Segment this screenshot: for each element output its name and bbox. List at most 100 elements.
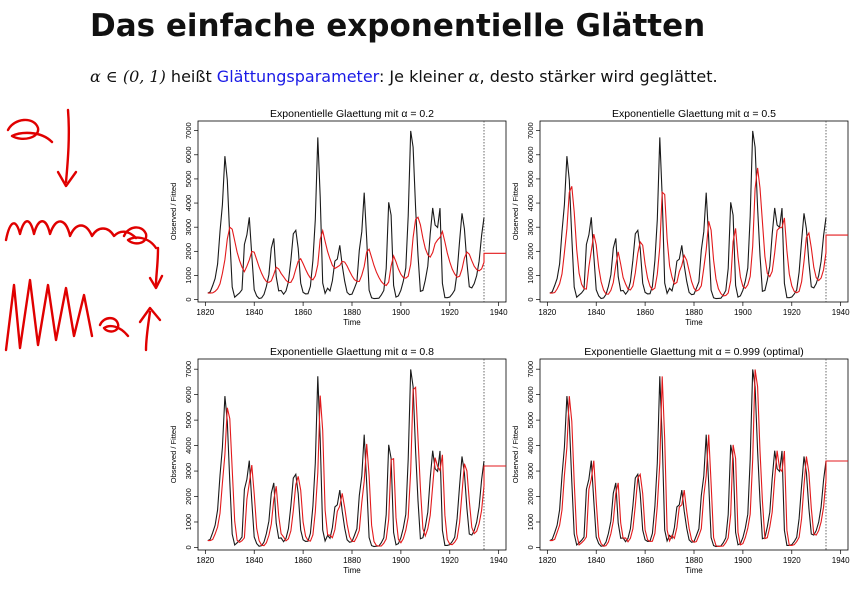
y-tick-label: 6000	[184, 146, 193, 163]
y-tick-label: 5000	[184, 412, 193, 429]
x-tick-label: 1820	[196, 308, 214, 317]
y-axis-label: Observed / Fitted	[511, 426, 520, 484]
y-tick-label: 7000	[184, 361, 193, 378]
x-tick-label: 1900	[392, 308, 410, 317]
slide-title: Das einfache exponentielle Glätten	[90, 8, 706, 44]
y-tick-label: 4000	[526, 437, 535, 454]
y-tick-label: 3000	[184, 463, 193, 480]
x-tick-label: 1940	[832, 556, 850, 565]
x-tick-label: 1840	[245, 556, 263, 565]
series-fitted-line	[549, 369, 848, 548]
ink-arrow2-head	[148, 274, 164, 290]
y-tick-label: 0	[526, 298, 535, 302]
x-tick-label: 1820	[538, 308, 556, 317]
y-tick-label: 3000	[526, 219, 535, 236]
x-tick-label: 1840	[245, 308, 263, 317]
x-tick-label: 1840	[587, 308, 605, 317]
y-tick-label: 1000	[526, 514, 535, 531]
y-tick-label: 5000	[526, 412, 535, 429]
y-tick-label: 1000	[184, 267, 193, 284]
y-tick-label: 2000	[184, 243, 193, 260]
y-axis-label: Observed / Fitted	[511, 183, 520, 241]
ink-arrow3-head	[138, 306, 162, 324]
chart-title: Exponentielle Glaettung mit α = 0.5	[612, 108, 776, 120]
y-tick-label: 4000	[526, 195, 535, 212]
y-axis-label: Observed / Fitted	[169, 183, 178, 241]
y-tick-label: 0	[184, 545, 193, 549]
y-tick-label: 3000	[526, 463, 535, 480]
y-tick-label: 4000	[184, 195, 193, 212]
glaettungsparameter-link[interactable]: Glättungsparameter	[216, 67, 379, 86]
series-fitted-line	[549, 167, 848, 297]
x-tick-label: 1880	[343, 308, 361, 317]
ink-arrow3-line	[144, 310, 152, 352]
x-tick-label: 1940	[490, 308, 508, 317]
subtitle-alpha: α	[468, 67, 480, 86]
x-tick-label: 1880	[343, 556, 361, 565]
y-tick-label: 2000	[526, 243, 535, 260]
ink-alpha-top	[6, 118, 54, 144]
ink-smooth-wave	[4, 220, 138, 242]
series-observed-line	[207, 130, 485, 300]
y-tick-label: 5000	[184, 171, 193, 188]
x-tick-label: 1820	[538, 556, 556, 565]
x-tick-label: 1860	[636, 308, 654, 317]
subtitle-text-2: : Je kleiner	[378, 67, 469, 86]
y-tick-label: 1000	[526, 267, 535, 284]
chart-alpha-0-5: Exponentielle Glaettung mit α = 0.5 0 1000…	[511, 108, 850, 327]
x-tick-label: 1860	[294, 556, 312, 565]
subtitle-text-3: , desto stärker wird geglättet.	[479, 67, 718, 86]
x-tick-label: 1920	[783, 556, 801, 565]
x-axis-label: Time	[343, 318, 361, 327]
y-tick-label: 0	[184, 298, 193, 302]
ink-arrow-head	[56, 170, 78, 188]
chart-title: Exponentielle Glaettung mit α = 0.8	[270, 346, 434, 358]
ink-jagged-wave	[4, 278, 94, 352]
x-tick-label: 1880	[685, 556, 703, 565]
subtitle-math: α ∈ (0, 1)	[90, 67, 166, 86]
y-tick-label: 7000	[184, 122, 193, 139]
x-tick-label: 1900	[734, 308, 752, 317]
x-tick-label: 1900	[734, 556, 752, 565]
subtitle-text-1: heißt	[165, 67, 217, 86]
x-tick-label: 1940	[490, 556, 508, 565]
series-fitted-line	[207, 386, 506, 547]
y-axis-label: Observed / Fitted	[169, 426, 178, 484]
ink-alpha-right	[122, 226, 158, 250]
ink-arrow2-line	[154, 246, 160, 287]
y-tick-label: 3000	[184, 219, 193, 236]
ink-alpha-small	[98, 316, 130, 338]
ink-arrow-line	[64, 108, 71, 184]
y-tick-label: 2000	[526, 488, 535, 505]
series-fitted-line	[207, 216, 506, 294]
y-tick-label: 6000	[526, 146, 535, 163]
y-tick-label: 0	[526, 545, 535, 549]
chart-alpha-0-999: Exponentielle Glaettung mit α = 0.999 (o…	[511, 346, 850, 575]
x-tick-label: 1920	[441, 556, 459, 565]
x-tick-label: 1860	[294, 308, 312, 317]
x-tick-label: 1900	[392, 556, 410, 565]
x-tick-label: 1820	[196, 556, 214, 565]
subtitle: α ∈ (0, 1) heißt Glättungsparameter: Je …	[90, 67, 718, 86]
x-tick-label: 1840	[587, 556, 605, 565]
y-tick-label: 7000	[526, 122, 535, 139]
y-tick-label: 4000	[184, 437, 193, 454]
x-axis-label: Time	[343, 566, 361, 575]
chart-title: Exponentielle Glaettung mit α = 0.2	[270, 108, 434, 120]
x-axis-label: Time	[685, 566, 703, 575]
x-tick-label: 1860	[636, 556, 654, 565]
x-tick-label: 1920	[441, 308, 459, 317]
x-tick-label: 1880	[685, 308, 703, 317]
chart-alpha-0-2: Exponentielle Glaettung mit α = 0.2 0 1000…	[169, 108, 508, 327]
handwritten-annotation-drawing	[4, 108, 164, 352]
y-tick-label: 7000	[526, 361, 535, 378]
y-tick-label: 2000	[184, 488, 193, 505]
chart-alpha-0-8: Exponentielle Glaettung mit α = 0.8 0 1000…	[169, 346, 508, 575]
plot-frame	[539, 358, 849, 551]
chart-title: Exponentielle Glaettung mit α = 0.999 (o…	[584, 346, 803, 358]
y-tick-label: 6000	[184, 386, 193, 403]
y-tick-label: 5000	[526, 171, 535, 188]
x-axis-label: Time	[685, 318, 703, 327]
y-tick-label: 1000	[184, 514, 193, 531]
plot-frame	[539, 120, 849, 303]
